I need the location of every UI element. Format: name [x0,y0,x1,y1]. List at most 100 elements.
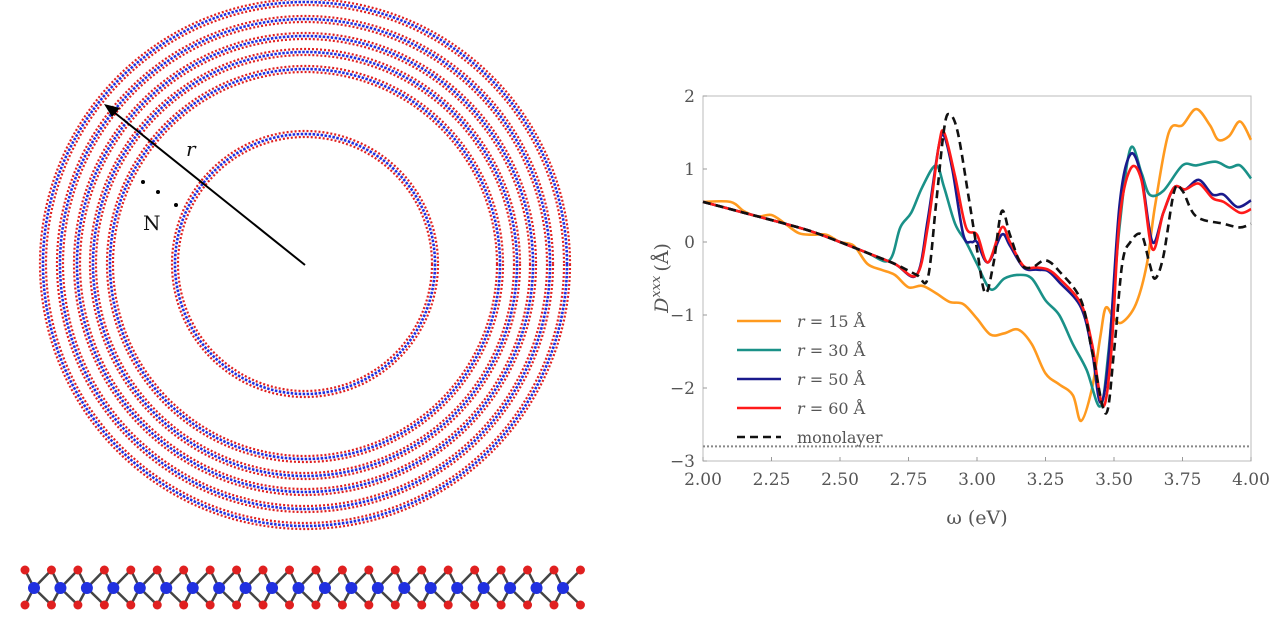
atom-top [549,565,559,575]
atom-middle [54,582,67,594]
y-tick-label: −3 [670,452,695,472]
atom-top [337,565,347,575]
atom-top [232,565,242,575]
atom-bottom [20,600,30,610]
atom-top [496,565,506,575]
atom-middle [133,582,146,594]
y-tick-label: 2 [684,87,695,107]
atom-middle [80,582,93,594]
x-tick-label: 3.50 [1095,470,1133,490]
atom-bottom [337,600,347,610]
atom-middle [371,582,384,594]
monolayer-side-view [20,565,585,610]
atom-middle [398,582,411,594]
legend-label: monolayer [797,428,883,447]
series-line [702,145,1253,408]
legend-label: r = 15 Å [797,311,866,331]
radius-arrow [104,104,306,266]
legend-label: r = 60 Å [797,398,866,418]
y-tick-label: 0 [684,233,695,253]
x-tick-label: 3.00 [958,470,996,490]
atom-bottom [575,600,585,610]
atom-bottom [496,600,506,610]
atom-bottom [549,600,559,610]
legend-label: r = 50 Å [797,369,866,389]
atom-top [285,565,294,575]
atom-top [575,565,585,575]
atom-middle [186,582,199,594]
atom-middle [239,582,252,594]
atom-top [205,565,215,575]
x-tick-label: 2.75 [890,470,928,490]
nanotube-rings-illustration [38,0,572,531]
ring-layer [105,64,505,464]
atom-top [99,565,109,575]
atom-bottom [523,600,533,610]
ring-layer [55,14,555,514]
atom-bottom [232,600,242,610]
atom-bottom [443,600,453,610]
atom-top [311,565,321,575]
series-line [702,107,1253,423]
plot-frame [702,95,1252,462]
atom-top [470,565,480,575]
y-axis-label: Dxxx(Å) [649,243,673,314]
atom-middle [266,582,279,594]
atom-middle [530,582,543,594]
atom-top [417,565,427,575]
x-tick-label: 2.50 [821,470,859,490]
atom-bottom [258,600,268,610]
atom-bottom [470,600,480,610]
y-tick-label: −1 [670,306,695,326]
atom-middle [504,582,517,594]
atom-middle [477,582,490,594]
atom-top [364,565,374,575]
atom-top [390,565,400,575]
legend: r = 15 Å r = 30 Å r = 50 Å r = 60 Å monolaye… [737,311,883,447]
series-line [702,133,1252,404]
atom-bottom [311,600,321,610]
atom-bottom [99,600,109,610]
x-tick-label: 4.00 [1232,470,1270,490]
atom-bottom [364,600,374,610]
atom-top [523,565,533,575]
x-tick-label: 3.25 [1027,470,1065,490]
atom-middle [107,582,120,594]
x-axis-label: ω (eV) [946,507,1007,529]
atom-top [258,565,268,575]
series-line [702,129,1252,408]
atom-bottom [73,600,83,610]
atom-top [152,565,162,575]
atom-middle [160,582,173,594]
y-tick-label: 1 [684,160,695,180]
atom-top [46,565,56,575]
atom-bottom [179,600,189,610]
ring-layer [38,0,572,531]
atom-middle [345,582,358,594]
ring-layer [88,47,522,481]
layers-label: N [143,211,161,235]
atom-middle [557,582,569,594]
atom-top [73,565,83,575]
radius-label: r [186,137,197,161]
atom-middle [292,582,305,594]
atom-middle [213,582,226,594]
atom-top [443,565,453,575]
atom-bottom [417,600,427,610]
atom-bottom [205,600,215,610]
atom-bottom [152,600,162,610]
ring-layer [170,129,440,399]
legend-label: r = 30 Å [797,340,866,360]
atom-middle [28,582,40,594]
atom-bottom [285,600,294,610]
atom-bottom [46,600,56,610]
atom-middle [318,582,331,594]
atom-bottom [390,600,400,610]
x-tick-label: 2.25 [753,470,791,490]
chart: 2.00 2.25 2.50 2.75 3.00 3.25 3.50 3.75 4.00 2 1 0… [649,87,1270,529]
x-tick-label: 2.00 [684,470,722,490]
ellipsis-dots [141,180,178,207]
atom-top [126,565,136,575]
atom-bottom [126,600,136,610]
